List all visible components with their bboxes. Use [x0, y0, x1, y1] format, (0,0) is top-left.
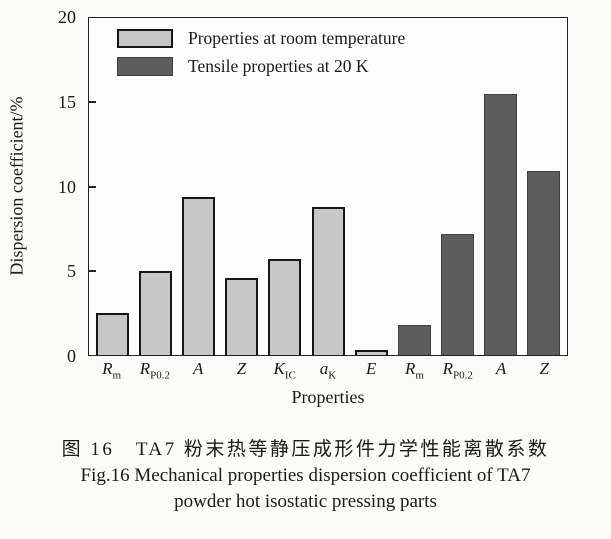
bar-A-series1	[483, 93, 517, 355]
legend: Properties at room temperature Tensile pr…	[117, 28, 405, 77]
plot-area: Properties at room temperature Tensile pr…	[88, 17, 568, 356]
x-tick-label: Rm	[102, 359, 122, 382]
bar-Rm-series1	[397, 324, 431, 355]
y-tick-label: 20	[58, 7, 76, 27]
bar-Z-series0	[225, 277, 259, 355]
bar-Z-series1	[526, 171, 560, 355]
legend-item: Properties at room temperature	[117, 28, 405, 49]
bar-A-series0	[182, 196, 216, 355]
caption-zh: 图 16 TA7 粉末热等静压成形件力学性能离散系数	[61, 439, 550, 460]
caption-en-line2: powder hot isostatic pressing parts	[174, 490, 437, 512]
bar-slot	[306, 18, 349, 355]
bar-slot	[134, 18, 177, 355]
legend-label: Properties at room temperature	[188, 28, 406, 48]
bar-slot	[177, 18, 220, 355]
y-axis-label: Dispersion coefficient/%	[6, 96, 27, 276]
x-tick-label: Z	[539, 359, 550, 378]
bar-slot	[436, 18, 479, 355]
bar-slot	[522, 18, 565, 355]
figure-caption: 图 16 TA7 粉末热等静压成形件力学性能离散系数 Fig.16 Mechan…	[0, 437, 611, 514]
bar-RP0.2-series0	[139, 270, 173, 355]
x-tick-label: Z	[236, 359, 247, 378]
legend-swatch-series0	[117, 29, 173, 48]
bar-slot	[479, 18, 522, 355]
x-axis-label: Properties	[291, 387, 365, 407]
bar-KIC-series0	[268, 258, 302, 355]
x-tick-label: KIC	[273, 359, 296, 382]
legend-swatch-series1	[117, 57, 173, 76]
x-tick-label: A	[192, 359, 204, 378]
x-tick-label: RP0.2	[442, 359, 473, 382]
y-tick-label: 15	[58, 91, 76, 112]
bar-RP0.2-series1	[440, 233, 474, 355]
bar-slot	[393, 18, 436, 355]
bar-Rm-series0	[96, 312, 130, 355]
bar-slot	[263, 18, 306, 355]
bar-slot	[220, 18, 263, 355]
bar-slot	[350, 18, 393, 355]
x-tick-label: RP0.2	[139, 359, 171, 382]
x-tick-label: aK	[319, 359, 337, 382]
x-tick-labels: Rm RP0.2 A Z KIC aK E Rm RP0.2 A Z	[88, 359, 568, 381]
x-tick-label: A	[495, 359, 507, 378]
y-tick-mark	[89, 101, 96, 104]
bars-row	[89, 18, 567, 355]
y-tick-mark	[89, 185, 96, 188]
y-tick-label: 5	[67, 261, 76, 282]
y-tick-label: 10	[58, 176, 76, 197]
x-tick-label: Rm	[405, 359, 424, 382]
y-tick-mark	[89, 269, 96, 272]
bar-slot	[91, 18, 134, 355]
caption-en-line1: Fig.16 Mechanical properties dispersion …	[80, 464, 531, 486]
x-tick-label: E	[366, 359, 377, 378]
bar-E-series0	[354, 349, 388, 355]
legend-item: Tensile properties at 20 K	[117, 56, 405, 77]
bar-aK-series0	[311, 206, 345, 355]
y-tick-labels: 0 5 10 15 20	[40, 8, 84, 365]
legend-label: Tensile properties at 20 K	[188, 56, 369, 76]
y-tick-label: 0	[67, 346, 76, 366]
